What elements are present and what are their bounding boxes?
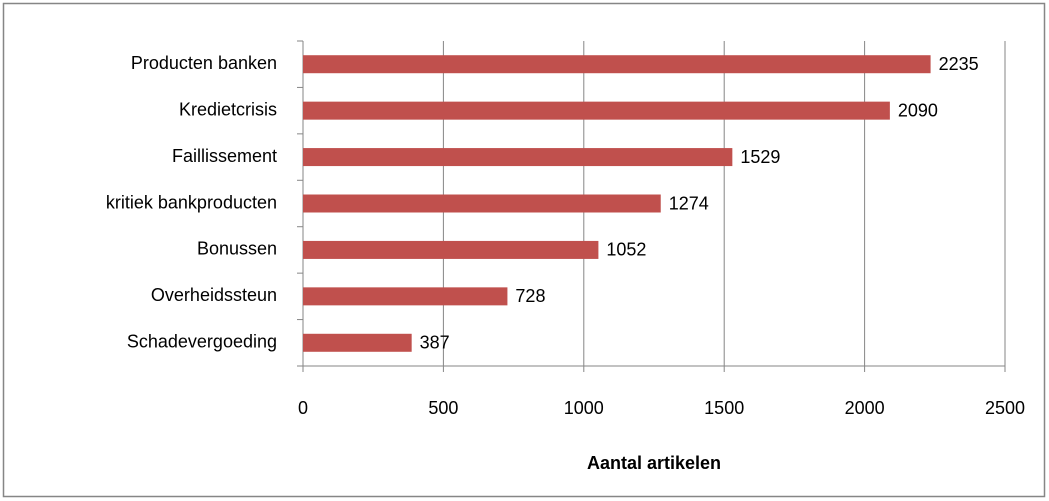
value-label: 1274 (669, 193, 709, 213)
x-tick-label: 2000 (845, 398, 885, 418)
x-tick-label: 0 (298, 398, 308, 418)
bar (303, 101, 890, 120)
value-label: 2235 (939, 54, 979, 74)
value-label: 387 (420, 333, 450, 353)
y-tick-label: Producten banken (131, 53, 277, 73)
value-label: 2090 (898, 100, 938, 120)
value-label: 1052 (606, 240, 646, 260)
x-tick-label: 500 (428, 398, 458, 418)
x-tick-label: 1000 (564, 398, 604, 418)
y-tick-label: Overheidssteun (151, 285, 277, 305)
x-tick-label: 2500 (985, 398, 1025, 418)
x-tick-label: 1500 (704, 398, 744, 418)
bar (303, 148, 733, 167)
bar (303, 240, 599, 259)
x-axis-title: Aantal artikelen (587, 453, 721, 473)
bar (303, 194, 661, 213)
value-label: 728 (515, 286, 545, 306)
bar (303, 55, 931, 74)
y-tick-label: Bonussen (197, 239, 277, 259)
value-label: 1529 (740, 147, 780, 167)
y-tick-label: Faillissement (172, 146, 277, 166)
y-tick-label: kritiek bankproducten (106, 192, 277, 212)
y-tick-label: Kredietcrisis (179, 99, 277, 119)
bar (303, 287, 508, 306)
y-tick-label: Schadevergoeding (127, 332, 277, 352)
bar (303, 333, 412, 352)
